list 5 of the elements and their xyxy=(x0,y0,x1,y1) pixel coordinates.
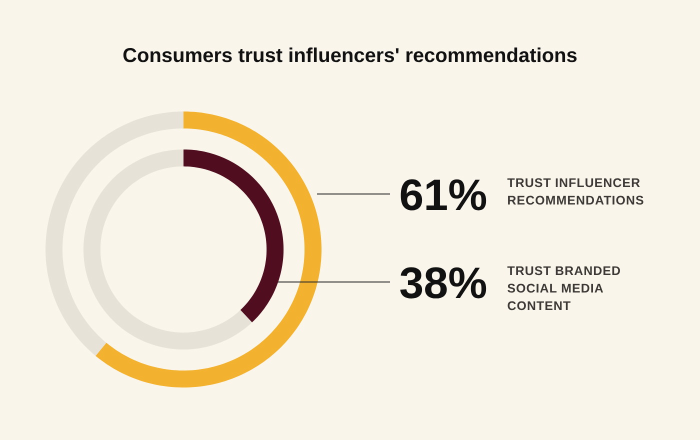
chart-title: Consumers trust influencers' recommendations xyxy=(123,48,577,62)
slice-label: TRUST INFLUENCER RECOMMENDATIONS xyxy=(507,178,644,205)
data-label: 61% xyxy=(400,179,486,210)
slice-label: TRUST BRANDED SOCIAL MEDIA CONTENT xyxy=(507,266,620,310)
data-label: 38% xyxy=(400,267,486,298)
